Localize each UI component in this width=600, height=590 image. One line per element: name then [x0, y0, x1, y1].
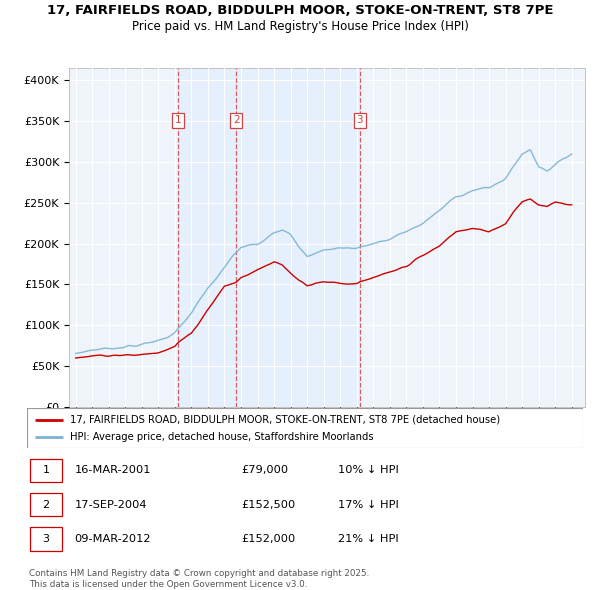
- Text: 21% ↓ HPI: 21% ↓ HPI: [338, 534, 399, 544]
- Text: Contains HM Land Registry data © Crown copyright and database right 2025.
This d: Contains HM Land Registry data © Crown c…: [29, 569, 369, 589]
- Text: 17-SEP-2004: 17-SEP-2004: [74, 500, 147, 510]
- Text: 2: 2: [43, 500, 49, 510]
- FancyBboxPatch shape: [30, 527, 62, 551]
- Text: £79,000: £79,000: [241, 466, 288, 476]
- Text: 17, FAIRFIELDS ROAD, BIDDULPH MOOR, STOKE-ON-TRENT, ST8 7PE: 17, FAIRFIELDS ROAD, BIDDULPH MOOR, STOK…: [47, 4, 553, 17]
- Text: 1: 1: [175, 116, 182, 126]
- Text: 17, FAIRFIELDS ROAD, BIDDULPH MOOR, STOKE-ON-TRENT, ST8 7PE (detached house): 17, FAIRFIELDS ROAD, BIDDULPH MOOR, STOK…: [70, 415, 500, 425]
- Text: 2: 2: [233, 116, 239, 126]
- Text: £152,500: £152,500: [241, 500, 295, 510]
- FancyBboxPatch shape: [30, 493, 62, 516]
- Bar: [178, 68, 236, 407]
- Text: HPI: Average price, detached house, Staffordshire Moorlands: HPI: Average price, detached house, Staf…: [70, 432, 374, 442]
- Text: 3: 3: [356, 116, 363, 126]
- Bar: [236, 68, 360, 407]
- Text: £152,000: £152,000: [241, 534, 295, 544]
- Text: 1: 1: [43, 466, 49, 476]
- Text: 3: 3: [43, 534, 49, 544]
- Text: Price paid vs. HM Land Registry's House Price Index (HPI): Price paid vs. HM Land Registry's House …: [131, 20, 469, 33]
- Text: 17% ↓ HPI: 17% ↓ HPI: [338, 500, 400, 510]
- Text: 09-MAR-2012: 09-MAR-2012: [74, 534, 151, 544]
- Text: 10% ↓ HPI: 10% ↓ HPI: [338, 466, 400, 476]
- FancyBboxPatch shape: [30, 458, 62, 482]
- Text: 16-MAR-2001: 16-MAR-2001: [74, 466, 151, 476]
